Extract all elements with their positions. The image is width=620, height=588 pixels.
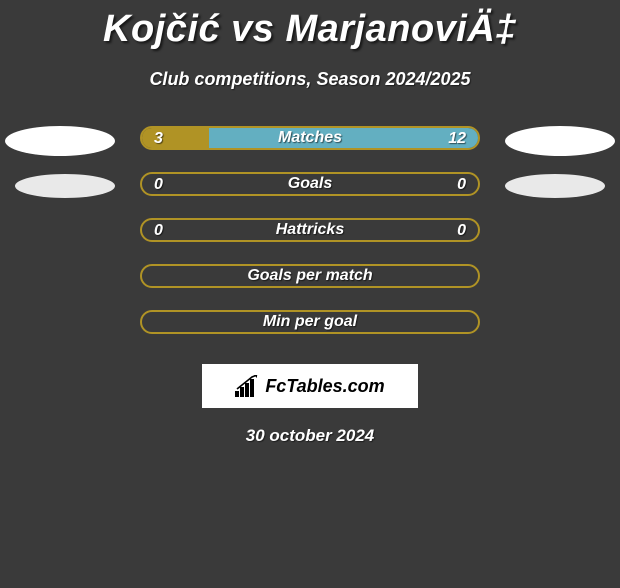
stat-value-left: 0 bbox=[154, 222, 163, 240]
stat-value-left: 0 bbox=[154, 176, 163, 194]
stat-bar: 0 0 Hattricks bbox=[140, 218, 480, 242]
logo-text: FcTables.com bbox=[265, 376, 384, 397]
logo-box[interactable]: FcTables.com bbox=[202, 364, 418, 408]
stat-rows: 3 12 Matches 0 0 Goals 0 0 Hattricks Goals per ma… bbox=[0, 120, 620, 350]
bar-fill-left bbox=[142, 128, 209, 148]
subtitle: Club competitions, Season 2024/2025 bbox=[0, 69, 620, 90]
stat-row: 3 12 Matches bbox=[0, 120, 620, 166]
stat-label: Hattricks bbox=[276, 221, 344, 239]
stat-bar: 3 12 Matches bbox=[140, 126, 480, 150]
page-title: Kojčić vs MarjanoviÄ‡ bbox=[0, 8, 620, 51]
stat-row: Min per goal bbox=[0, 304, 620, 350]
stat-row: 0 0 Goals bbox=[0, 166, 620, 212]
bar-fill-right bbox=[209, 128, 478, 148]
stat-bar: Min per goal bbox=[140, 310, 480, 334]
stat-label: Goals per match bbox=[247, 267, 372, 285]
player-shadow-left bbox=[15, 174, 115, 198]
player-shadow-right bbox=[505, 126, 615, 156]
player-shadow-left bbox=[5, 126, 115, 156]
date-label: 30 october 2024 bbox=[0, 426, 620, 446]
stat-row: Goals per match bbox=[0, 258, 620, 304]
stat-label: Min per goal bbox=[263, 313, 357, 331]
stat-value-right: 0 bbox=[457, 222, 466, 240]
stat-row: 0 0 Hattricks bbox=[0, 212, 620, 258]
stat-bar: 0 0 Goals bbox=[140, 172, 480, 196]
fctables-icon bbox=[235, 375, 259, 397]
stat-value-left: 3 bbox=[154, 130, 163, 148]
player-shadow-right bbox=[505, 174, 605, 198]
stat-value-right: 12 bbox=[448, 130, 466, 148]
stat-label: Matches bbox=[278, 129, 342, 147]
stat-value-right: 0 bbox=[457, 176, 466, 194]
stat-label: Goals bbox=[288, 175, 332, 193]
stat-bar: Goals per match bbox=[140, 264, 480, 288]
